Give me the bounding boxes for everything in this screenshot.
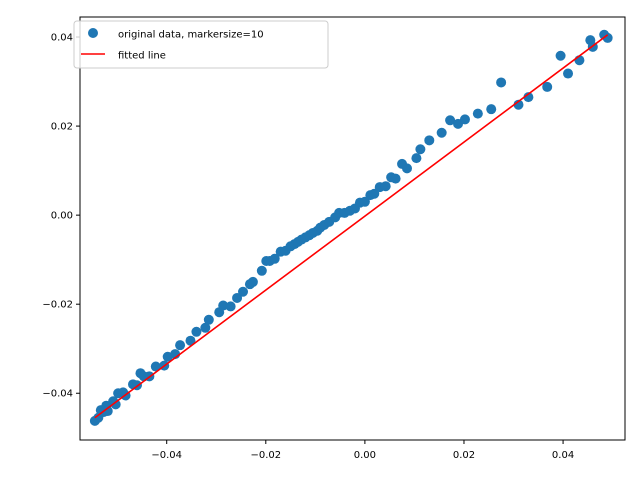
data-point (232, 292, 243, 303)
data-point (602, 32, 613, 43)
x-tick-label: 0.00 (354, 450, 376, 461)
data-point (542, 81, 553, 92)
data-point (110, 399, 121, 410)
legend: original data, markersize=10 fitted line (73, 20, 329, 69)
data-point (269, 253, 280, 264)
plot-area (80, 17, 625, 440)
legend-marker-original-data (88, 28, 98, 38)
x-tick-label: 0.04 (552, 450, 574, 461)
data-point (472, 108, 483, 119)
plot-frame (79, 16, 626, 441)
data-point (203, 314, 214, 325)
y-tick-label: −0.02 (42, 300, 73, 311)
data-point (359, 196, 370, 207)
y-tick-label: −0.04 (42, 389, 73, 400)
data-point (380, 181, 391, 192)
data-point (402, 163, 412, 174)
data-point (185, 335, 196, 346)
data-point (238, 286, 249, 297)
data-point (150, 361, 161, 372)
y-tick-label: 0.04 (51, 33, 73, 44)
data-point (563, 68, 574, 79)
data-point (436, 127, 447, 138)
data-point (390, 173, 401, 184)
y-tick-label: 0.02 (51, 122, 73, 133)
data-point (191, 326, 202, 337)
data-point (102, 406, 113, 417)
data-point (555, 50, 566, 61)
data-point (247, 276, 258, 287)
y-tick-label: 0.00 (51, 211, 73, 222)
data-point (200, 322, 211, 333)
data-point (225, 301, 236, 312)
data-point (513, 99, 524, 110)
legend-label-fitted-line: fitted line (118, 51, 166, 62)
x-tick-label: −0.04 (151, 450, 182, 461)
data-point (459, 114, 470, 125)
data-point (445, 115, 456, 126)
fitted-line (94, 34, 609, 419)
data-point (175, 340, 186, 351)
legend-frame (73, 20, 329, 69)
data-point (415, 144, 426, 155)
x-tick-label: −0.02 (250, 450, 281, 461)
data-point (424, 135, 435, 146)
x-axis: −0.04 −0.02 0.00 0.02 0.04 (151, 440, 574, 461)
fitted-line-layer (94, 34, 609, 419)
legend-label-original-data: original data, markersize=10 (118, 30, 264, 41)
x-tick-label: 0.02 (453, 450, 475, 461)
data-point (486, 104, 497, 115)
data-point (496, 77, 507, 88)
data-point (411, 153, 422, 164)
data-point (369, 188, 380, 199)
data-point (218, 300, 229, 311)
data-point (256, 265, 267, 276)
data-point (523, 92, 534, 103)
